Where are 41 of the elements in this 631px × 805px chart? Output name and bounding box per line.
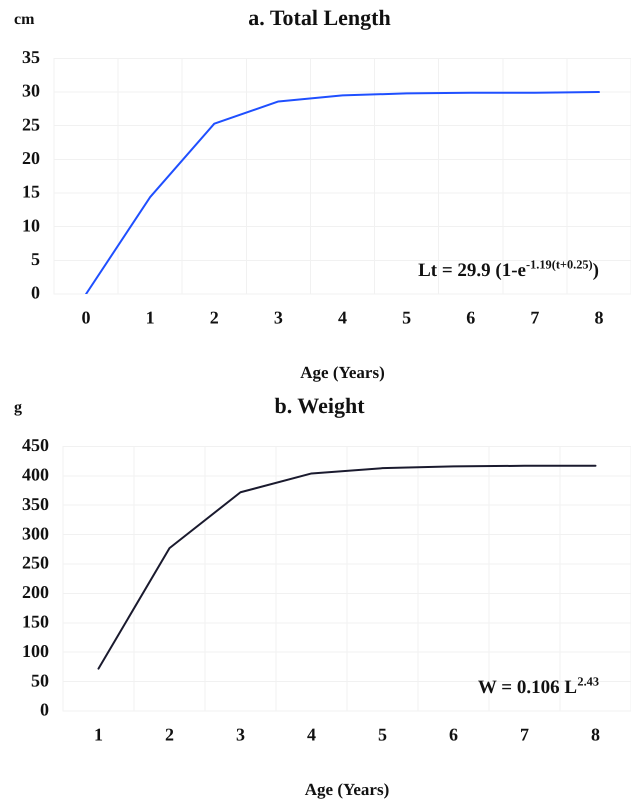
x-tick-label: 3 xyxy=(236,724,245,744)
x-tick-label: 6 xyxy=(466,307,476,328)
x-tick-label: 4 xyxy=(307,724,316,744)
y-tick-label: 10 xyxy=(22,215,40,236)
y-tick-label: 35 xyxy=(22,47,40,68)
chart-title: a. Total Length xyxy=(248,4,391,30)
x-tick-label: 2 xyxy=(210,307,219,328)
x-tick-label: 3 xyxy=(274,307,283,328)
x-tick-label: 4 xyxy=(338,307,347,328)
y-tick-label: 20 xyxy=(22,148,40,168)
y-axis-title: g xyxy=(14,399,22,416)
x-axis-title: Age (Years) xyxy=(300,363,385,382)
y-tick-label: 25 xyxy=(22,114,40,134)
y-tick-label: 300 xyxy=(22,523,49,544)
y-tick-label: 450 xyxy=(22,435,49,456)
y-tick-label: 400 xyxy=(22,464,49,484)
x-tick-label: 6 xyxy=(449,724,458,744)
y-tick-label: 30 xyxy=(22,80,40,101)
y-tick-label: 5 xyxy=(31,249,40,269)
x-tick-label: 5 xyxy=(378,724,387,744)
y-tick-label: 250 xyxy=(22,552,49,573)
y-tick-label: 350 xyxy=(22,494,49,514)
y-tick-label: 15 xyxy=(22,182,40,202)
x-tick-label: 8 xyxy=(594,307,604,328)
x-tick-label: 2 xyxy=(165,724,174,744)
x-axis-title: Age (Years) xyxy=(304,780,390,800)
x-tick-label: 8 xyxy=(591,724,600,744)
y-tick-label: 0 xyxy=(40,700,49,720)
x-tick-label: 1 xyxy=(94,724,103,744)
y-tick-label: 150 xyxy=(22,611,49,632)
y-tick-label: 100 xyxy=(22,640,49,661)
x-tick-label: 7 xyxy=(520,724,529,744)
y-tick-label: 200 xyxy=(22,582,49,602)
y-axis-title: cm xyxy=(14,11,36,28)
x-tick-label: 1 xyxy=(146,307,155,328)
y-tick-label: 50 xyxy=(31,670,49,690)
y-tick-label: 0 xyxy=(31,282,40,303)
x-tick-label: 0 xyxy=(82,307,91,328)
x-tick-label: 7 xyxy=(530,307,540,328)
chart-title: b. Weight xyxy=(274,392,366,418)
x-tick-label: 5 xyxy=(402,307,412,328)
